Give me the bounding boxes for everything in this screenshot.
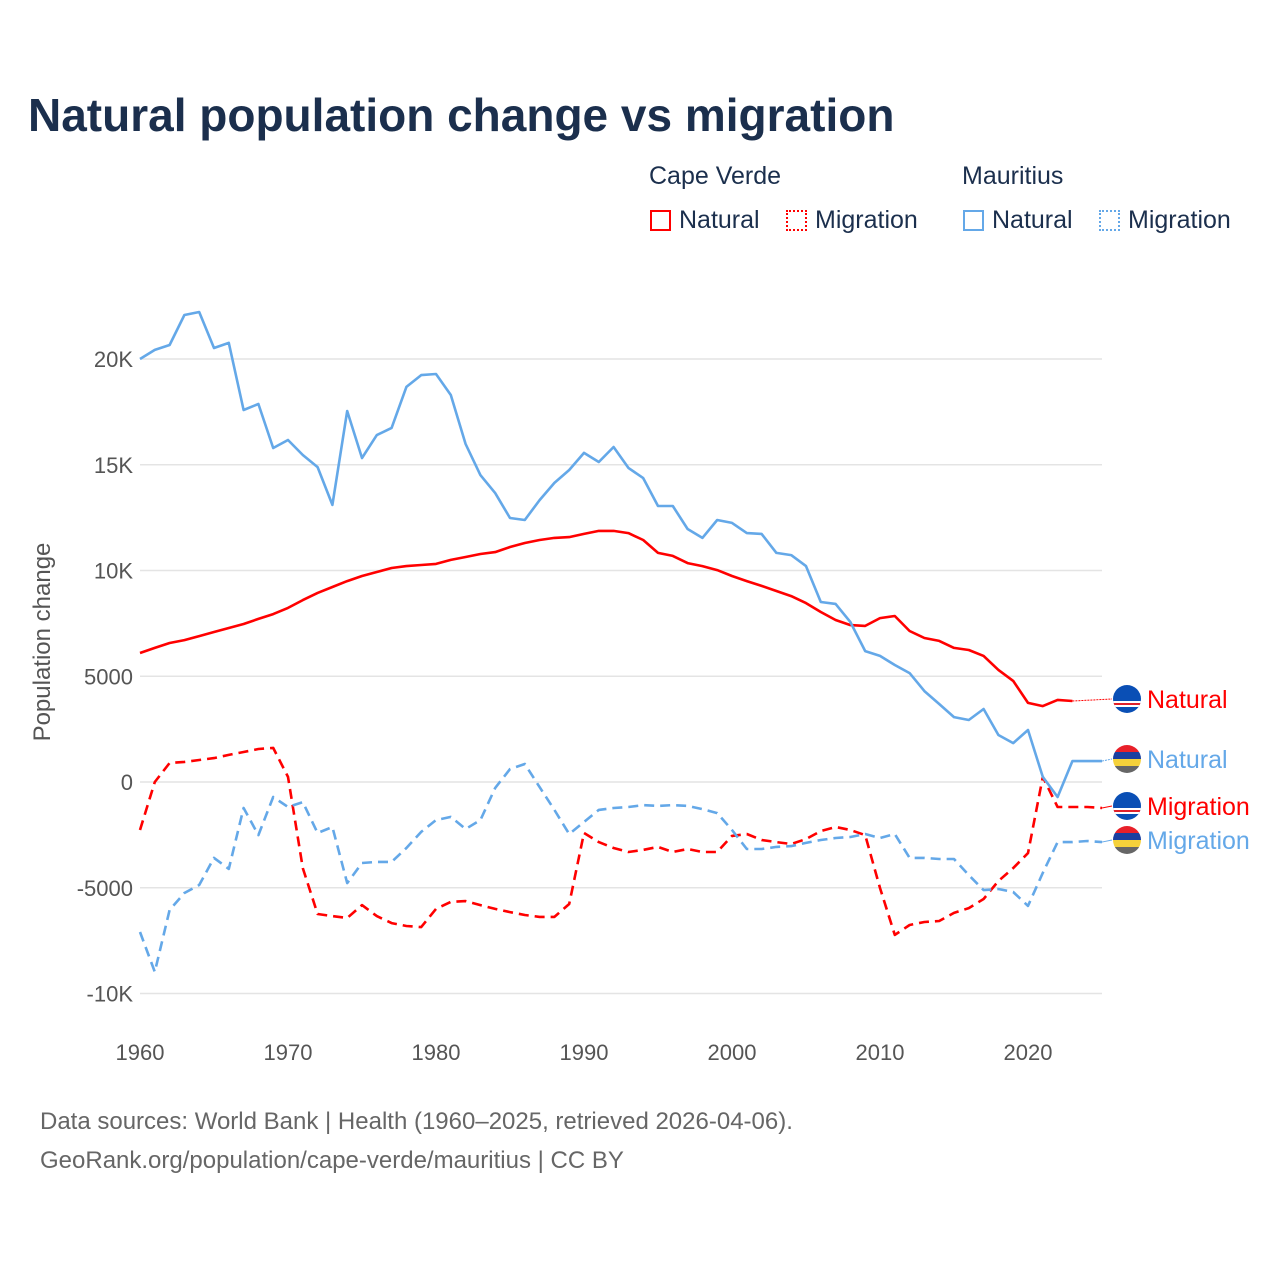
series-end-label: Migration [1147,793,1250,821]
series-end-label: Natural [1147,686,1228,714]
flag-stripe [1113,759,1141,766]
flag-stripe [1113,847,1141,854]
legend-label: Natural [679,206,760,234]
flag-stripe [1113,745,1141,752]
flag-body [1113,792,1141,820]
cape-verde-flag-icon [1113,685,1141,713]
flag-stripe [1113,840,1141,847]
label-connector [1072,698,1113,702]
x-tick-label: 2000 [708,1040,757,1065]
series-line-cape-verde-migration [138,746,1103,937]
flag-red-stripe [1113,810,1141,812]
flag-stripe [1113,833,1141,840]
legend-label: Migration [1128,206,1231,234]
legend-swatch-solid-blue [963,210,984,231]
flag-stripe [1113,752,1141,759]
legend-swatch-solid-red [650,210,671,231]
y-tick-label: -5000 [77,876,133,901]
legend-label: Natural [992,206,1073,234]
mauritius-flag-icon [1113,745,1141,773]
flag-stripe [1113,826,1141,833]
x-tick-label: 1960 [116,1040,165,1065]
flag-body [1113,826,1141,854]
chart-title: Natural population change vs migration [28,89,895,141]
mauritius-flag-icon [1113,826,1141,854]
x-tick-label: 2010 [856,1040,905,1065]
series-line-mauritius-migration [138,762,1103,974]
x-tick-label: 1990 [560,1040,609,1065]
legend-label: Migration [815,206,918,234]
y-axis-label: Population change [29,543,56,742]
footer-attribution: GeoRank.org/population/cape-verde/maurit… [40,1147,624,1174]
label-connector [1101,805,1113,809]
series-line-cape-verde-natural [139,529,1073,708]
x-tick-label: 2020 [1004,1040,1053,1065]
flag-red-stripe [1113,703,1141,705]
legend-mauritius-natural[interactable]: Natural [963,206,1073,235]
flag-body [1113,745,1141,773]
legend-swatch-dotted-blue [1099,210,1120,231]
legend-cape-verde-migration[interactable]: Migration [786,206,918,235]
cape-verde-flag-icon [1113,792,1141,820]
legend-cape-verde-natural[interactable]: Natural [650,206,760,235]
x-tick-label: 1980 [412,1040,461,1065]
y-tick-label: 10K [94,559,133,584]
series-end-label: Natural [1147,746,1228,774]
flag-blue [1113,792,1141,820]
footer-sources: Data sources: World Bank | Health (1960–… [40,1108,793,1135]
legend-swatch-dotted-red [786,210,807,231]
flag-blue [1113,685,1141,713]
y-tick-label: -10K [87,982,134,1007]
flag-stripe [1113,766,1141,773]
y-tick-label: 0 [121,770,133,795]
series-end-label: Migration [1147,827,1250,855]
label-connector [1101,839,1113,843]
label-connector [1101,758,1113,762]
y-tick-label: 5000 [84,664,133,689]
x-tick-label: 1970 [264,1040,313,1065]
legend-group-mauritius: Mauritius [962,162,1064,190]
series-line-mauritius-natural [139,310,1102,799]
legend-group-cape-verde: Cape Verde [649,162,782,190]
y-tick-label: 15K [94,453,133,478]
y-tick-label: 20K [94,347,133,372]
flag-body [1113,685,1141,713]
legend-mauritius-migration[interactable]: Migration [1099,206,1231,235]
